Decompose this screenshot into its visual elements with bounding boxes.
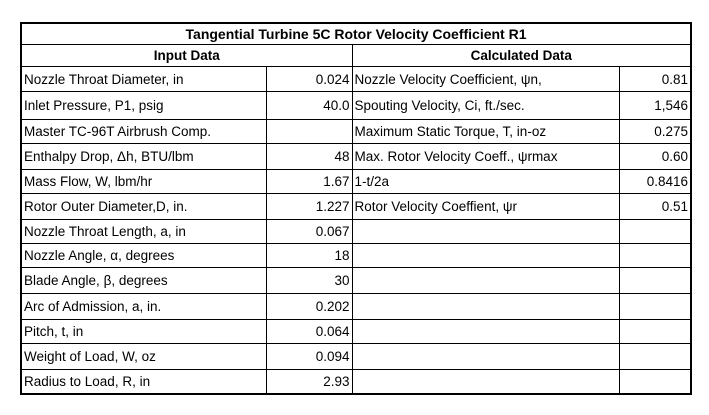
input-label: Nozzle Throat Length, a, in bbox=[20, 219, 267, 244]
calculated-label: Maximum Static Torque, T, in-oz bbox=[351, 119, 620, 144]
data-row: Radius to Load, R, in 2.93 bbox=[20, 369, 692, 395]
section-header: Input Data bbox=[20, 44, 353, 67]
calculated-value: 0.81 bbox=[618, 66, 692, 92]
data-row: Arc of Admission, a, in. 0.202 bbox=[20, 293, 692, 320]
input-value: 18 bbox=[265, 243, 353, 268]
section-header: Calculated Data bbox=[351, 44, 692, 67]
input-value: 48 bbox=[265, 143, 353, 170]
spreadsheet-table: Tangential Turbine 5C Rotor Velocity Coe… bbox=[20, 22, 693, 395]
calculated-label: Nozzle Velocity Coefficient, ψn, bbox=[351, 66, 620, 92]
input-value: 0.024 bbox=[265, 66, 353, 92]
calculated-label: Max. Rotor Velocity Coeff., ψrmax bbox=[351, 143, 620, 170]
calculated-label: Rotor Velocity Coeffient, ψr bbox=[351, 193, 620, 220]
title-row: Tangential Turbine 5C Rotor Velocity Coe… bbox=[20, 22, 692, 45]
calculated-value: 0.8416 bbox=[618, 169, 692, 194]
data-row: Enthalpy Drop, Δh, BTU/lbm 48 Max. Rotor V… bbox=[20, 143, 692, 170]
input-value: 30 bbox=[265, 267, 353, 294]
input-value: 40.0 bbox=[265, 91, 353, 120]
input-value: 0.067 bbox=[265, 219, 353, 244]
data-row: Master TC-96T Airbrush Comp. Maximum Stat… bbox=[20, 119, 692, 144]
data-row: Pitch, t, in 0.064 bbox=[20, 319, 692, 344]
table-title: Tangential Turbine 5C Rotor Velocity Coe… bbox=[20, 22, 692, 45]
input-label: Inlet Pressure, P1, psig bbox=[20, 91, 267, 120]
input-value bbox=[265, 119, 353, 144]
calculated-label: Spouting Velocity, Ci, ft./sec. bbox=[351, 91, 620, 120]
data-row: Mass Flow, W, lbm/hr 1.67 1-t/2a 0.8416 bbox=[20, 169, 692, 194]
data-row: Rotor Outer Diameter,D, in. 1.227 Rotor Ve… bbox=[20, 193, 692, 220]
input-value: 1.67 bbox=[265, 169, 353, 194]
header-row: Input Data Calculated Data bbox=[20, 44, 692, 67]
input-label: Blade Angle, β, degrees bbox=[20, 267, 267, 294]
input-value: 0.064 bbox=[265, 319, 353, 344]
calculated-label bbox=[351, 343, 620, 370]
input-value: 0.094 bbox=[265, 343, 353, 370]
input-label: Enthalpy Drop, Δh, BTU/lbm bbox=[20, 143, 267, 170]
data-row: Nozzle Throat Length, a, in 0.067 bbox=[20, 219, 692, 244]
input-value: 1.227 bbox=[265, 193, 353, 220]
data-row: Blade Angle, β, degrees 30 bbox=[20, 267, 692, 294]
input-label: Arc of Admission, a, in. bbox=[20, 293, 267, 320]
calculated-label bbox=[351, 267, 620, 294]
calculated-value bbox=[618, 369, 692, 395]
calculated-label bbox=[351, 293, 620, 320]
input-value: 0.202 bbox=[265, 293, 353, 320]
calculated-value bbox=[618, 343, 692, 370]
input-label: Radius to Load, R, in bbox=[20, 369, 267, 395]
input-label: Nozzle Angle, α, degrees bbox=[20, 243, 267, 268]
calculated-value: 0.60 bbox=[618, 143, 692, 170]
calculated-label: 1-t/2a bbox=[351, 169, 620, 194]
data-row: Weight of Load, W, oz 0.094 bbox=[20, 343, 692, 370]
calculated-value bbox=[618, 319, 692, 344]
calculated-label bbox=[351, 219, 620, 244]
calculated-value bbox=[618, 219, 692, 244]
input-label: Master TC-96T Airbrush Comp. bbox=[20, 119, 267, 144]
input-label: Nozzle Throat Diameter, in bbox=[20, 66, 267, 92]
input-label: Mass Flow, W, lbm/hr bbox=[20, 169, 267, 194]
input-label: Pitch, t, in bbox=[20, 319, 267, 344]
table-body: Tangential Turbine 5C Rotor Velocity Coe… bbox=[20, 22, 692, 395]
input-label: Weight of Load, W, oz bbox=[20, 343, 267, 370]
data-row: Nozzle Throat Diameter, in 0.024 Nozzle Ve… bbox=[20, 66, 692, 92]
input-label: Rotor Outer Diameter,D, in. bbox=[20, 193, 267, 220]
calculated-label bbox=[351, 243, 620, 268]
data-row: Inlet Pressure, P1, psig 40.0 Spouting Vel… bbox=[20, 91, 692, 120]
calculated-value bbox=[618, 267, 692, 294]
calculated-value bbox=[618, 293, 692, 320]
calculated-value bbox=[618, 243, 692, 268]
data-row: Nozzle Angle, α, degrees 18 bbox=[20, 243, 692, 268]
calculated-label bbox=[351, 319, 620, 344]
calculated-label bbox=[351, 369, 620, 395]
calculated-value: 1,546 bbox=[618, 91, 692, 120]
input-value: 2.93 bbox=[265, 369, 353, 395]
calculated-value: 0.51 bbox=[618, 193, 692, 220]
calculated-value: 0.275 bbox=[618, 119, 692, 144]
